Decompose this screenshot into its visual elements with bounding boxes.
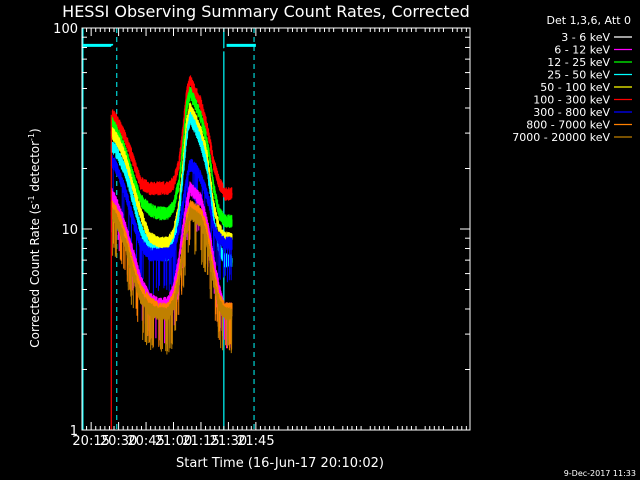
series-line-3 (110, 102, 233, 251)
series-0 (110, 35, 233, 114)
legend-label: 300 - 800 keV (533, 106, 610, 119)
series-6 (110, 181, 233, 349)
plot-area (82, 28, 256, 430)
y-tick-label: 1 (70, 424, 78, 439)
series-8 (110, 206, 233, 355)
series-line-5 (110, 154, 233, 294)
series-3 (110, 102, 233, 251)
series-line-6 (110, 181, 233, 349)
x-tick-label: 21:15 (182, 434, 219, 449)
series-1 (110, 75, 233, 201)
chart-title: HESSI Observing Summary Count Rates, Cor… (62, 2, 470, 21)
series-line-1 (110, 75, 233, 201)
x-tick-label: 20:15 (72, 434, 109, 449)
x-tick-label: 20:30 (100, 434, 137, 449)
y-axis-label: Corrected Count Rate (s-1 detector-1) (27, 128, 42, 347)
series-line-8 (110, 206, 233, 355)
legend-label: 7000 - 20000 keV (512, 131, 610, 144)
series-line-0 (110, 35, 233, 114)
y-tick-label: 10 (61, 223, 78, 238)
x-axis-label: Start Time (16-Jun-17 20:10:02) (176, 456, 384, 471)
x-tick-label: 20:45 (127, 434, 164, 449)
x-tick-label: 21:00 (155, 434, 192, 449)
legend-label: 50 - 100 keV (540, 81, 610, 94)
series-2 (110, 86, 233, 228)
x-tick-label: 21:30 (210, 434, 247, 449)
legend-label: 25 - 50 keV (547, 69, 610, 82)
y-tick-label: 100 (53, 22, 78, 37)
legend-label: 6 - 12 keV (554, 44, 610, 57)
legend-label: 800 - 7000 keV (526, 119, 610, 132)
legend-label: 12 - 25 keV (547, 56, 610, 69)
legend-label: 3 - 6 keV (561, 31, 610, 44)
series-5 (110, 154, 233, 294)
legend-label: 100 - 300 keV (533, 94, 610, 107)
legend-header: Det 1,3,6, Att 0 (547, 14, 631, 27)
date-stamp: 9-Dec-2017 11:33 (564, 469, 636, 478)
x-tick-label: 21:45 (237, 434, 274, 449)
series-line-2 (110, 86, 233, 228)
